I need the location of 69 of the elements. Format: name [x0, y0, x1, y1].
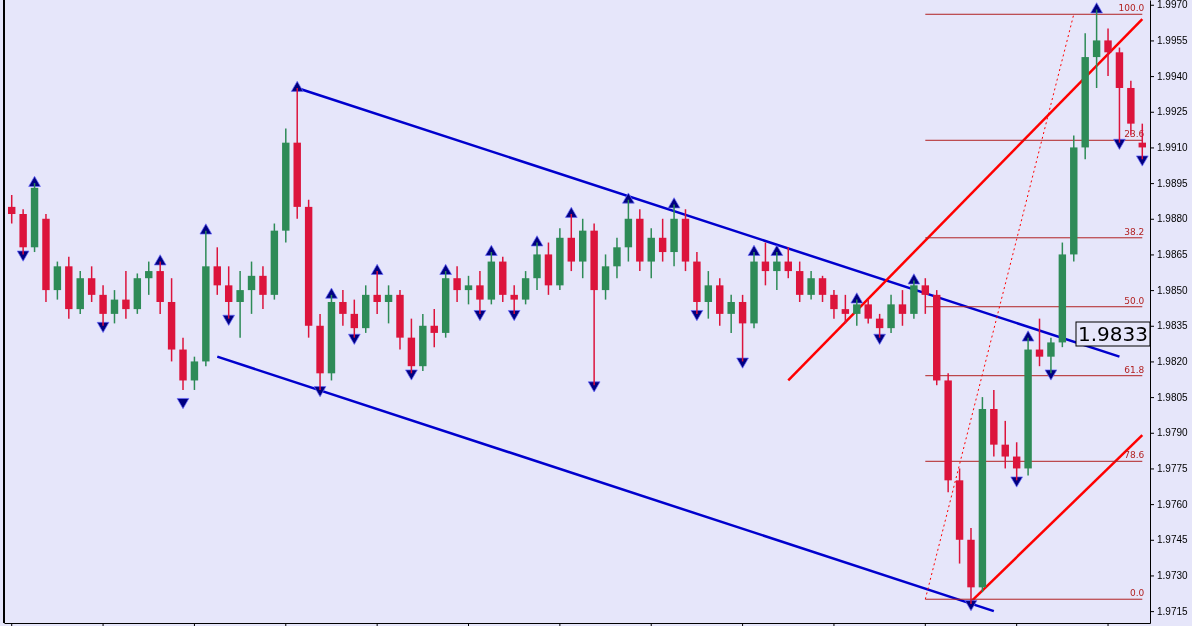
candlestick	[853, 298, 861, 327]
candlestick	[87, 265, 96, 303]
candlestick	[601, 253, 610, 301]
candlestick	[453, 265, 461, 303]
candlestick	[795, 260, 804, 303]
annotation: 1.9833	[1078, 322, 1148, 346]
candlestick	[122, 270, 130, 320]
y-tick-label: 1.9850	[1157, 284, 1189, 296]
candlestick	[807, 270, 815, 301]
y-tick-label: 1.9865	[1157, 249, 1189, 261]
series-label: 61.8	[1124, 364, 1145, 375]
candlestick	[259, 265, 267, 310]
y-tick-label: 1.9730	[1157, 570, 1189, 582]
y-tick-label: 1.9940	[1157, 70, 1189, 82]
candlestick	[1035, 317, 1044, 367]
candlestick	[476, 270, 484, 315]
candlestick	[658, 218, 667, 263]
candlestick	[818, 275, 827, 303]
candlestick	[521, 270, 530, 306]
y-tick-label: 1.9775	[1157, 463, 1189, 475]
y-tick-label: 1.9955	[1157, 35, 1189, 47]
y-tick-label: 1.9970	[1157, 0, 1189, 11]
candlestick	[727, 294, 735, 334]
y-tick-label: 1.9925	[1157, 106, 1189, 118]
candlestick	[464, 275, 473, 306]
candlestick	[864, 298, 872, 325]
candlestick	[921, 277, 930, 315]
candlestick	[841, 294, 850, 325]
candlestick	[1047, 336, 1055, 375]
candlestick	[373, 270, 381, 315]
candlestick	[110, 289, 119, 325]
candlestick	[510, 284, 518, 315]
candlestick	[1001, 420, 1009, 470]
candlestick	[247, 260, 256, 315]
candlestick	[145, 260, 153, 296]
candlestick	[339, 289, 347, 327]
y-tick-label: 1.9895	[1157, 177, 1189, 189]
y-tick-label: 1.9715	[1157, 605, 1189, 617]
candlestick	[99, 284, 107, 327]
candlestick	[647, 227, 655, 279]
candlestick	[1104, 27, 1112, 77]
candlestick	[190, 355, 199, 391]
candlestick	[567, 213, 575, 272]
candlestick	[213, 246, 221, 296]
y-tick-label: 1.9790	[1157, 427, 1189, 439]
candlestick	[704, 270, 713, 320]
candlestick	[830, 289, 838, 320]
candlestick	[773, 251, 781, 291]
y-tick-label: 1.9760	[1157, 498, 1189, 510]
y-tick-label: 1.9880	[1157, 213, 1189, 225]
candlestick	[384, 284, 393, 325]
series-label: 100.0	[1118, 3, 1145, 14]
candlestick	[8, 194, 16, 225]
candlestick	[53, 260, 62, 301]
candlestick	[533, 241, 541, 291]
series-label: 78.6	[1124, 450, 1145, 461]
candlestick	[887, 294, 895, 334]
series-label: 0.0	[1129, 588, 1145, 599]
y-tick-label: 1.9820	[1157, 356, 1189, 368]
y-tick-label: 1.9745	[1157, 534, 1189, 546]
candlestick	[430, 308, 438, 348]
series-label: 50.0	[1124, 295, 1145, 306]
series-label: 38.2	[1124, 226, 1145, 237]
candlestick	[898, 289, 907, 327]
candlestick	[613, 237, 621, 279]
y-tick-label: 1.9835	[1157, 320, 1189, 332]
y-tick-label: 1.9910	[1157, 142, 1189, 154]
candlestick	[236, 270, 244, 339]
y-tick-label: 1.9805	[1157, 391, 1189, 403]
